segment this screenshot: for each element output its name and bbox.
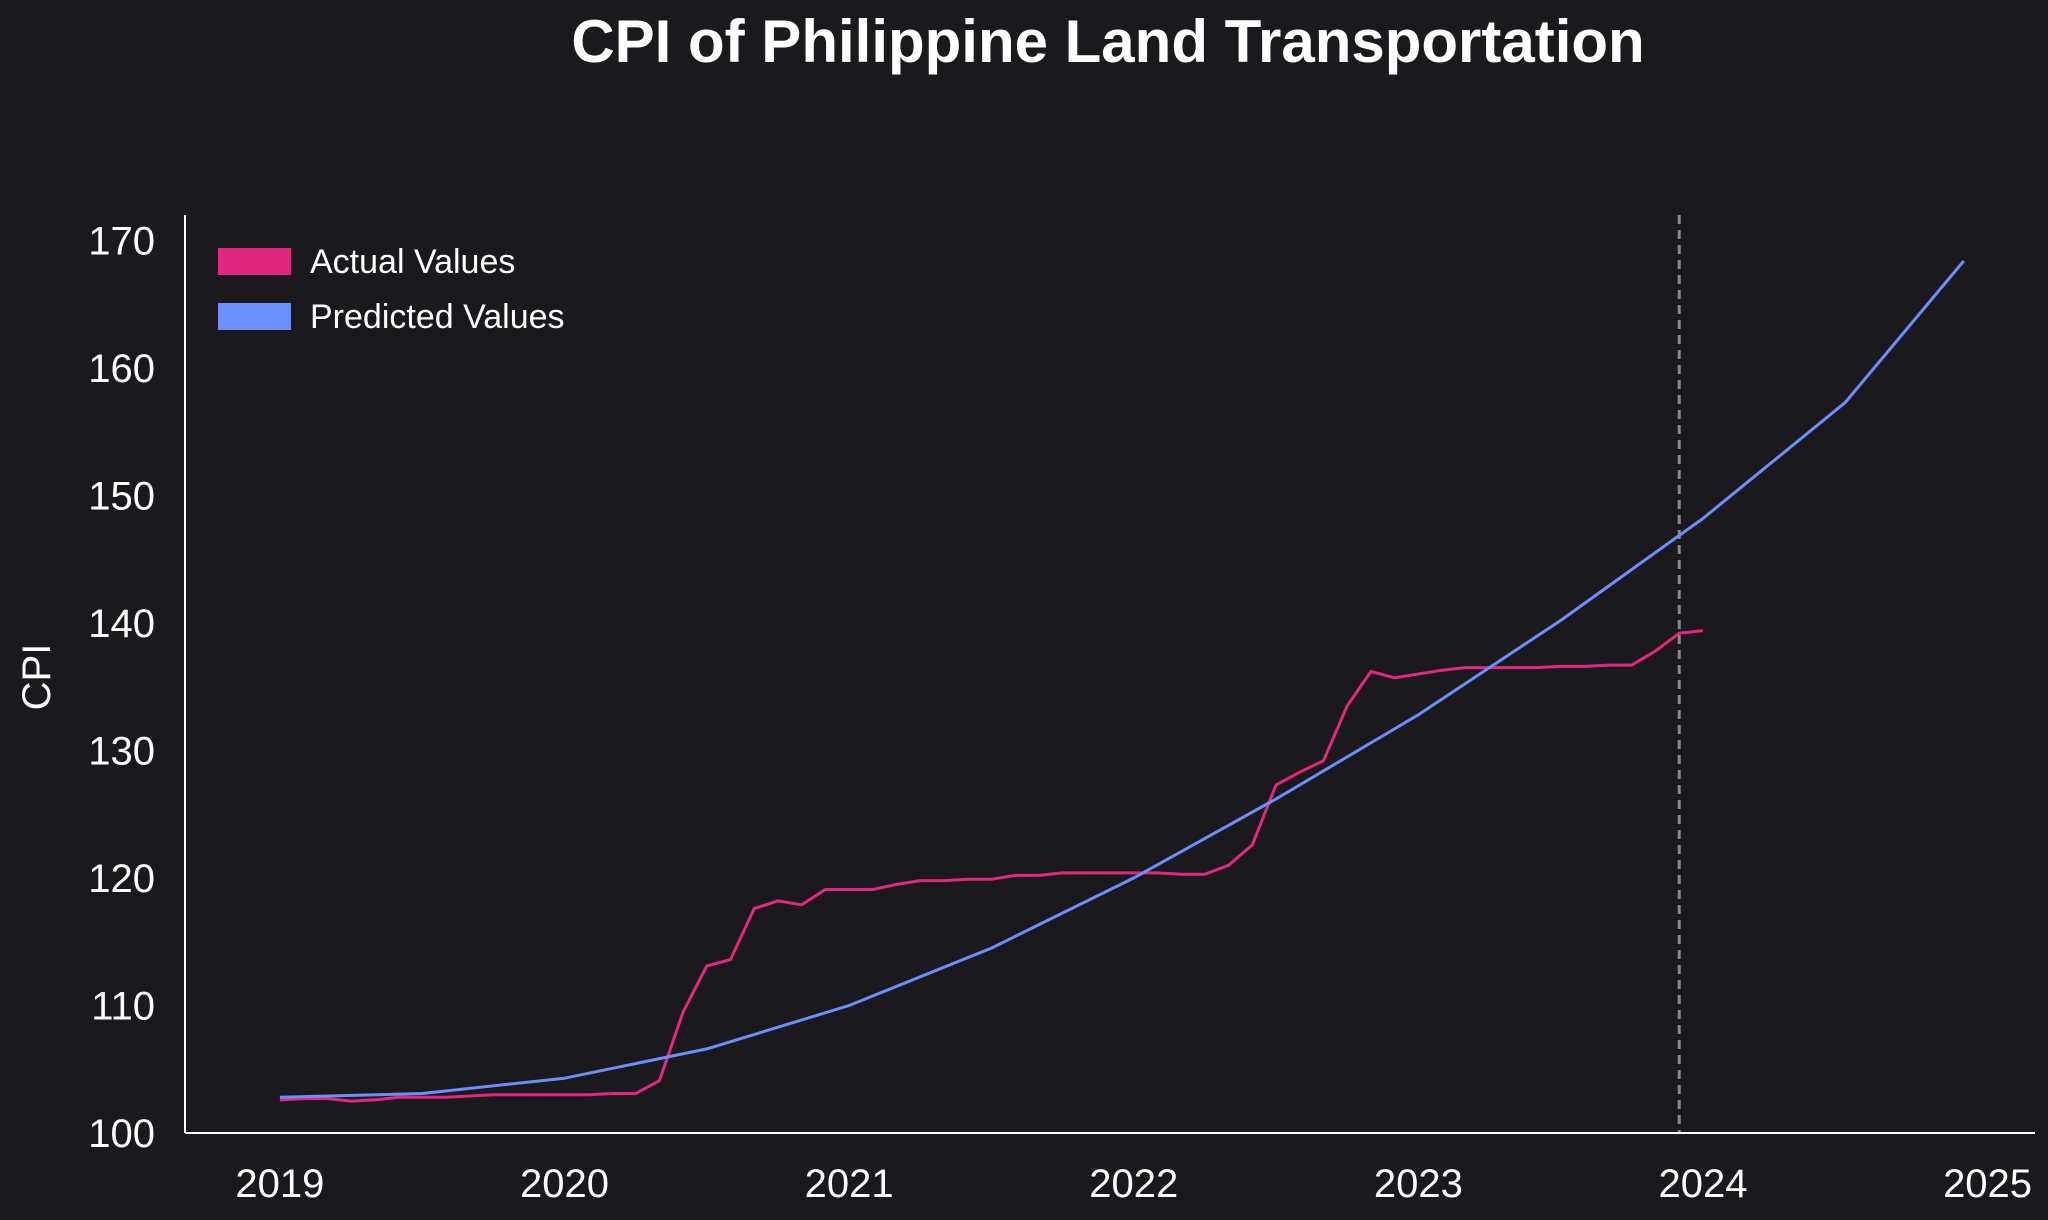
x-tick-label: 2023 <box>1374 1162 1463 1206</box>
y-tick-label: 100 <box>88 1112 155 1156</box>
x-tick-label: 2021 <box>805 1162 894 1206</box>
x-tick-labels: 2019 2020 2021 2022 2023 2024 2025 <box>235 1162 2032 1206</box>
chart-title: CPI of Philippine Land Transportation <box>571 8 1644 75</box>
y-tick-label: 170 <box>88 220 155 264</box>
series-layer <box>279 259 1965 1103</box>
x-tick-label: 2025 <box>1943 1162 2032 1206</box>
y-tick-label: 150 <box>88 475 155 519</box>
x-tick-label: 2024 <box>1658 1162 1747 1206</box>
legend-label: Actual Values <box>310 243 515 281</box>
legend-label: Predicted Values <box>310 298 565 336</box>
x-tick-label: 2022 <box>1089 1162 1178 1206</box>
x-tick-label: 2019 <box>235 1162 324 1206</box>
legend-swatch <box>218 248 291 275</box>
series-line-1 <box>279 259 1965 1099</box>
y-tick-label: 160 <box>88 347 155 391</box>
y-tick-label: 140 <box>88 602 155 646</box>
series-line-0 <box>279 629 1704 1103</box>
y-tick-label: 110 <box>91 985 155 1029</box>
legend-swatch <box>218 303 291 330</box>
axes-layer <box>184 215 2035 1134</box>
y-axis-label: CPI <box>15 644 59 711</box>
legend: Actual Values Predicted Values <box>218 243 565 336</box>
y-tick-labels: 100 110 120 130 140 150 160 170 <box>88 220 155 1157</box>
x-tick-label: 2020 <box>520 1162 609 1206</box>
y-tick-label: 120 <box>88 857 155 901</box>
y-tick-label: 130 <box>88 730 155 774</box>
